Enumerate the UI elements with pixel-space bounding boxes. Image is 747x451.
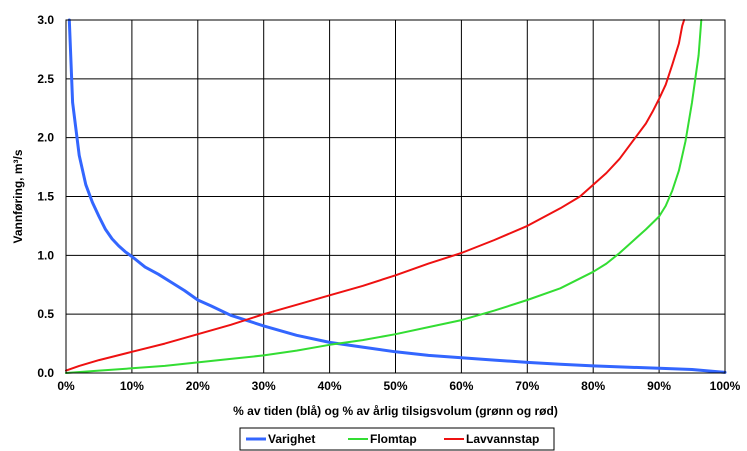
x-tick-label: 10% — [120, 379, 144, 393]
y-axis-label: Vannføring, m³/s — [11, 149, 25, 243]
x-tick-label: 30% — [252, 379, 276, 393]
legend-label: Flomtap — [370, 432, 417, 446]
series-line-lavvannstap — [65, 19, 686, 372]
legend-label: Lavvannstap — [466, 432, 539, 446]
x-tick-label: 100% — [710, 379, 741, 393]
series-lines — [65, 18, 727, 374]
legend: Varighet Flomtap Lavvannstap — [239, 427, 555, 451]
legend-box — [239, 427, 555, 451]
y-tick-label: 0.5 — [37, 307, 54, 321]
legend-label: Varighet — [268, 432, 315, 446]
y-tick-label: 1.0 — [37, 248, 54, 262]
y-tick-label: 2.5 — [37, 72, 54, 86]
y-tick-label: 3.0 — [37, 13, 54, 27]
x-tick-label: 80% — [581, 379, 605, 393]
y-tick-label: 2.0 — [37, 131, 54, 145]
x-tick-label: 70% — [515, 379, 539, 393]
x-tick-label: 40% — [318, 379, 342, 393]
y-tick-label: 1.5 — [37, 190, 54, 204]
y-tick-label: 0.0 — [37, 366, 54, 380]
x-axis-label: % av tiden (blå) og % av årlig tilsigsvo… — [233, 404, 558, 418]
x-tick-label: 20% — [186, 379, 210, 393]
x-tick-label: 50% — [383, 379, 407, 393]
x-tick-label: 60% — [449, 379, 473, 393]
series-line-flomtap — [65, 19, 703, 374]
plot-frame — [65, 19, 726, 374]
x-tick-label: 0% — [57, 379, 75, 393]
x-tick-label: 90% — [647, 379, 671, 393]
x-tick-labels: 0% 10% 20% 30% 40% 50% 60% 70% 80% 90% 100% — [57, 379, 740, 393]
y-tick-labels: 0.0 0.5 1.0 1.5 2.0 2.5 3.0 — [37, 13, 54, 380]
series-line-varighet — [67, 18, 727, 374]
